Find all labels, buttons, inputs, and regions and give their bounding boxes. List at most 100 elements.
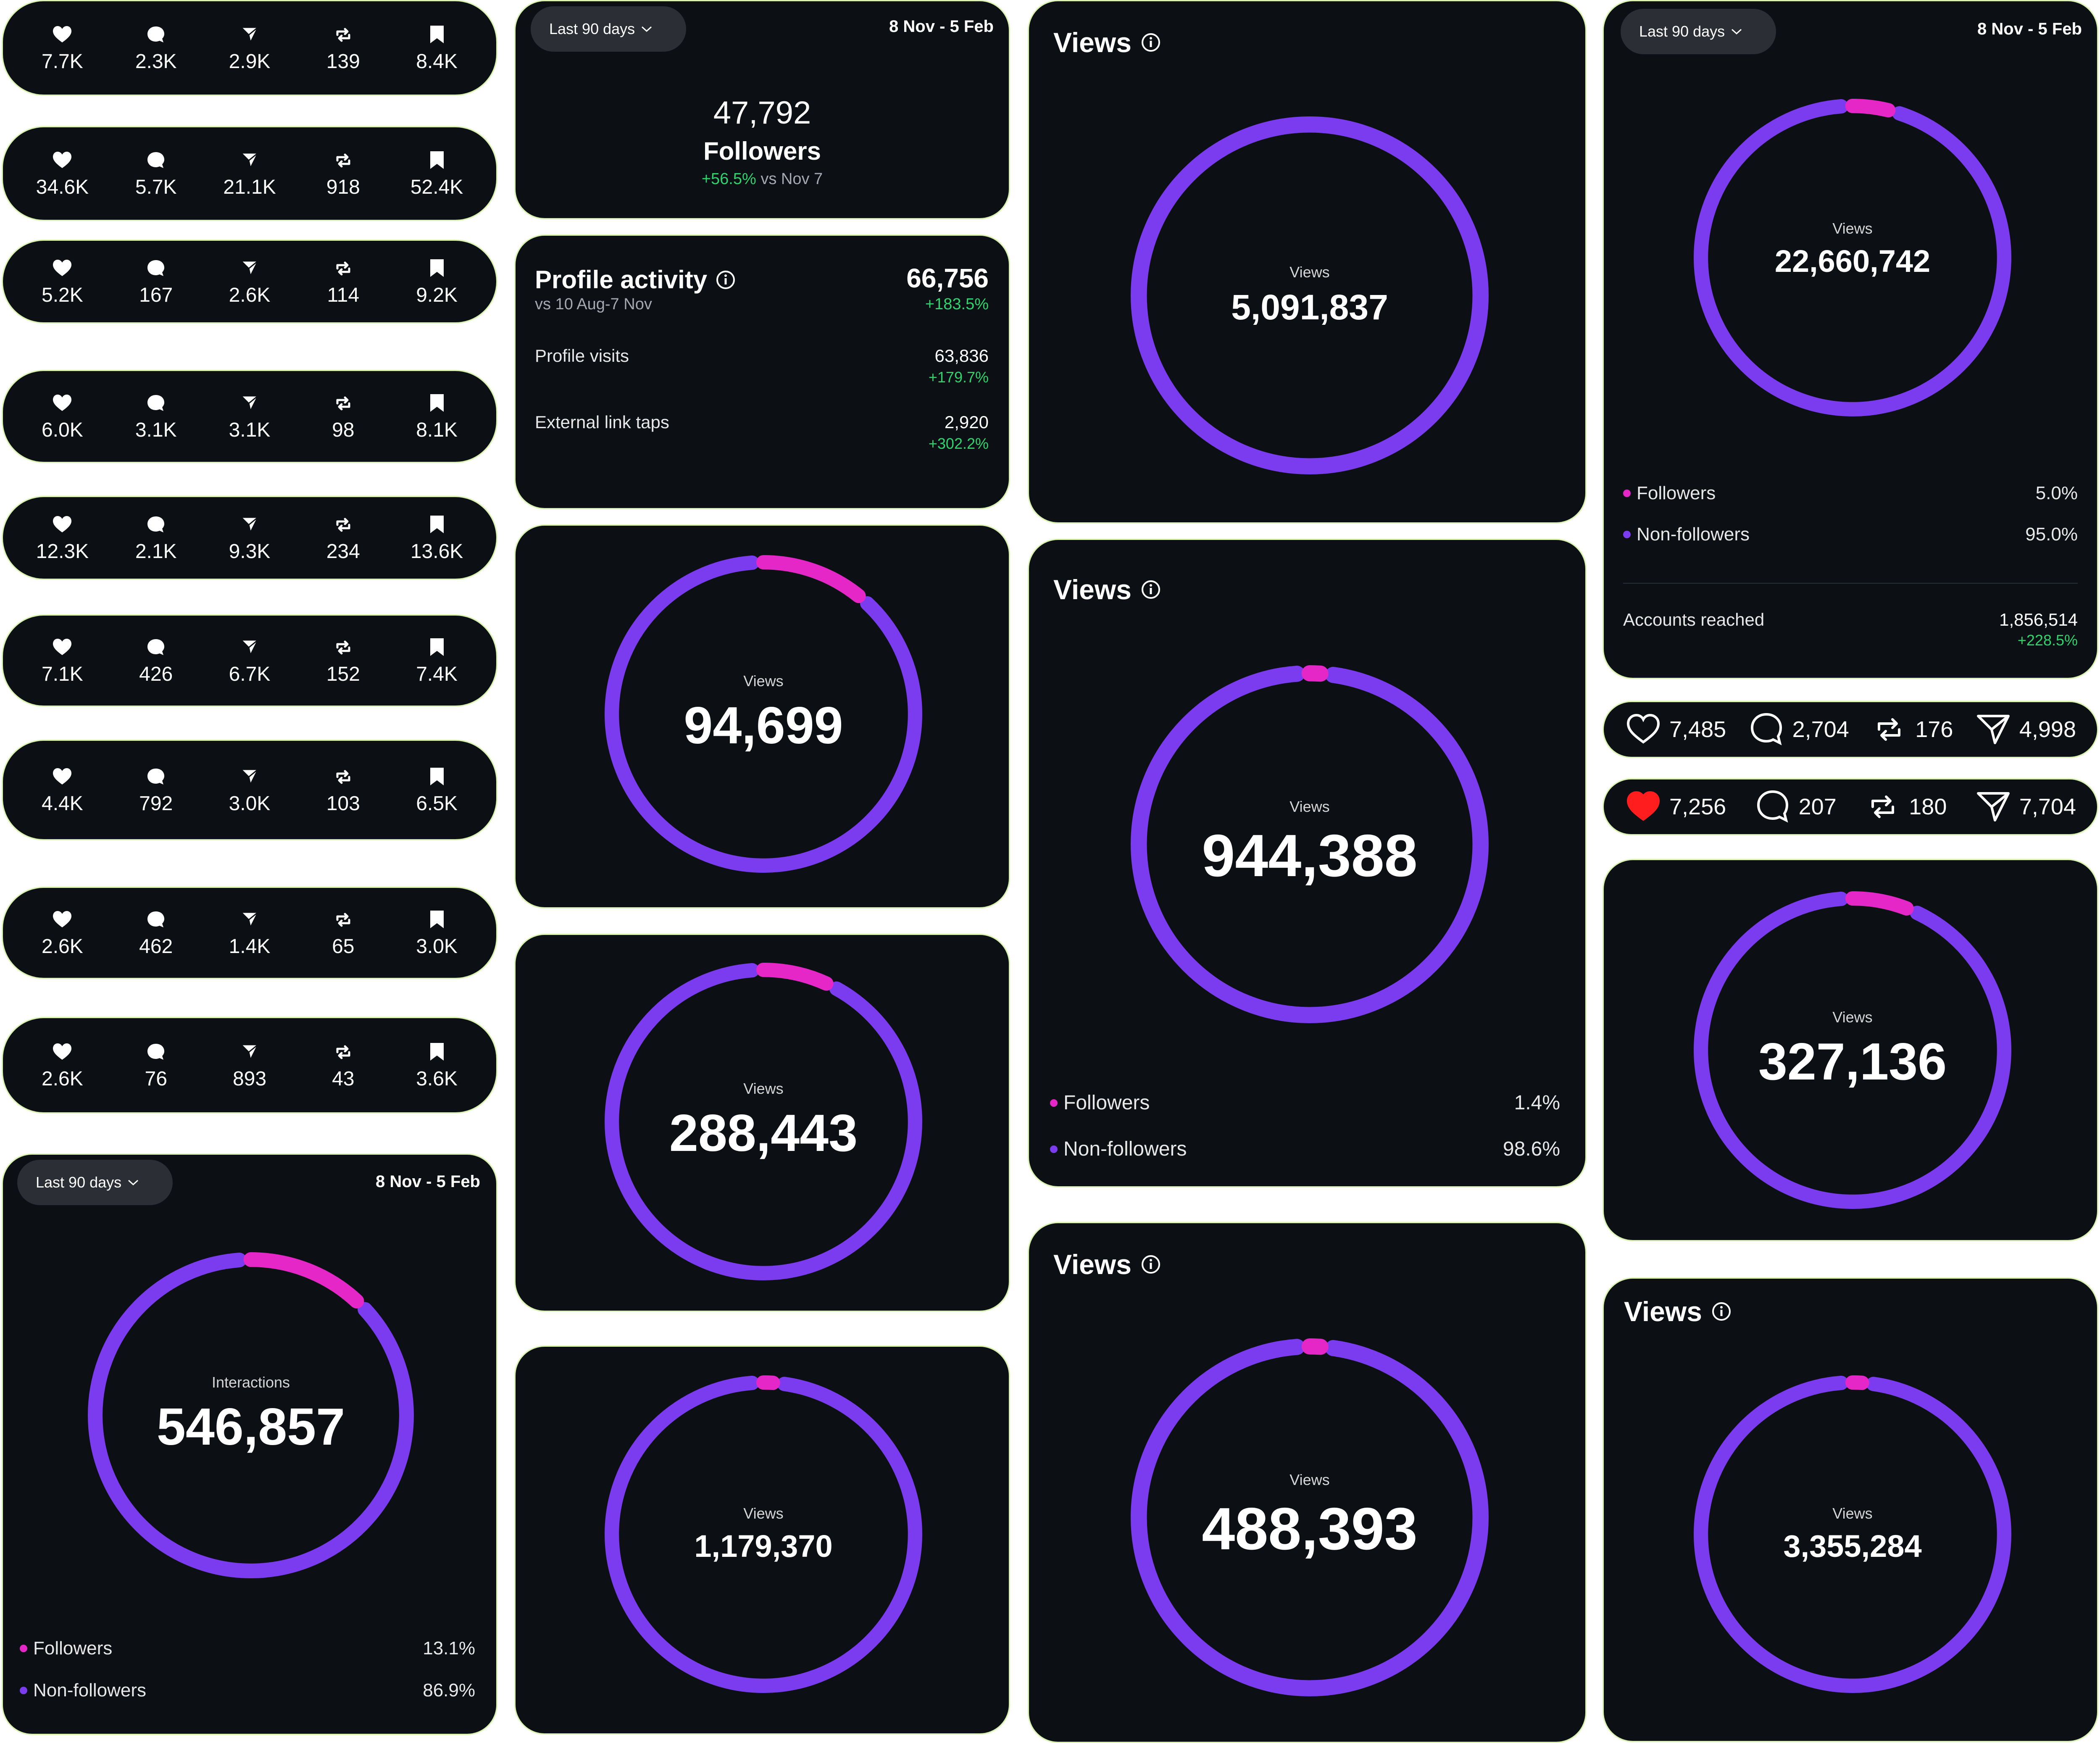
repost-icon <box>336 153 350 168</box>
legend-label: Non-followers <box>33 1680 146 1701</box>
stats-pill: 5.2K 167 2.6K 114 9.2K <box>2 240 497 324</box>
engagement-likes[interactable]: 7,485 <box>1625 711 1726 748</box>
profile-activity-title: Profile activity <box>535 265 736 294</box>
legend-non-followers: Non-followers 98.6% <box>1050 1137 1560 1161</box>
stat-value: 2.3K <box>135 50 177 73</box>
legend-value: 13.1% <box>423 1638 475 1659</box>
ring-label: Views <box>1289 263 1330 281</box>
stat-value: 5.7K <box>135 176 177 198</box>
ring-value: 22,660,742 <box>1774 244 1931 279</box>
accounts-reached-label: Accounts reached <box>1623 610 1765 629</box>
bookmark-icon <box>430 394 444 412</box>
engagement-likes[interactable]: 7,256 <box>1625 788 1726 825</box>
engagement-shares[interactable]: 7,704 <box>1975 788 2076 825</box>
stat-value: 7.4K <box>416 663 458 685</box>
views-ring: Views 944,388 <box>1130 664 1489 1024</box>
stat-value: 2.6K <box>42 1068 83 1090</box>
donut-chart <box>1131 1338 1489 1696</box>
followers-arc <box>605 555 922 873</box>
heart-icon <box>53 260 72 276</box>
stats-pill: 4.4K 792 3.0K 103 6.5K <box>2 740 497 840</box>
stat-comments: 2.3K <box>109 24 203 72</box>
views-ring-card: Views 327,136 <box>1603 859 2098 1241</box>
engagement-shares[interactable]: 4,998 <box>1975 711 2076 748</box>
bookmark-icon <box>430 1043 444 1061</box>
stat-comments: 2.1K <box>109 514 203 562</box>
date-range-button[interactable]: Last 90 days <box>531 6 686 52</box>
followers-arc <box>605 1375 922 1693</box>
non-followers-arc <box>1694 99 2011 416</box>
followers-dot <box>1050 1099 1058 1107</box>
stat-saves: 7.4K <box>390 637 484 685</box>
non-followers-dot <box>1050 1145 1058 1153</box>
engagement-value: 2,704 <box>1792 717 1849 742</box>
stat-reposts: 114 <box>296 258 390 305</box>
date-range-button[interactable]: Last 90 days <box>1621 9 1776 54</box>
stat-value: 918 <box>326 176 360 198</box>
followers-arc <box>605 963 922 1280</box>
profile-activity-subtitle: vs 10 Aug-7 Nov <box>535 295 652 313</box>
profile-activity-total: 66,756 <box>906 263 989 293</box>
stats-pill: 7.1K 426 6.7K 152 7.4K <box>2 614 497 707</box>
non-followers-arc <box>1694 891 2011 1209</box>
send-icon <box>240 516 259 533</box>
info-icon[interactable] <box>1141 579 1161 600</box>
engagement-comments[interactable]: 207 <box>1754 788 1837 825</box>
legend-value: 98.6% <box>1503 1138 1560 1160</box>
reach-card: Last 90 days 8 Nov - 5 Feb Views 22,660,… <box>1603 0 2098 679</box>
views-ring-card: Views 288,443 <box>514 934 1010 1312</box>
ring-value: 288,443 <box>669 1104 858 1162</box>
engagement-comments[interactable]: 2,704 <box>1748 711 1849 748</box>
stat-shares: 6.7K <box>203 637 297 685</box>
date-range-button[interactable]: Last 90 days <box>17 1160 173 1205</box>
followers-dot <box>1623 490 1631 497</box>
profile-activity-total-change: +183.5% <box>925 295 989 313</box>
heart-icon <box>1626 791 1660 821</box>
ring-label: Views <box>743 1080 784 1097</box>
send-icon <box>240 26 259 43</box>
info-icon[interactable] <box>716 270 736 290</box>
engagement-reposts[interactable]: 176 <box>1871 711 1953 748</box>
info-icon[interactable] <box>1711 1301 1732 1322</box>
stat-comments: 167 <box>109 258 203 305</box>
reach-ring: Views 22,660,742 <box>1693 98 2012 417</box>
send-icon <box>240 911 259 928</box>
views-title: Views <box>1624 1295 1732 1327</box>
views-ring: Views 1,179,370 <box>604 1374 923 1694</box>
info-icon[interactable] <box>1141 1254 1161 1274</box>
date-range-button-label: Last 90 days <box>36 1174 122 1191</box>
engagement-bar: 7,485 2,704 176 4,998 <box>1603 701 2098 758</box>
followers-change-value: +56.5% <box>701 170 756 188</box>
ring-label: Views <box>1289 1471 1330 1488</box>
followers-count: 47,792 <box>713 95 811 131</box>
stat-value: 3.1K <box>135 419 177 441</box>
stat-saves: 13.6K <box>390 514 484 562</box>
legend-value: 95.0% <box>2025 524 2078 545</box>
views-title: Views <box>1053 1248 1161 1280</box>
stat-value: 21.1K <box>223 176 276 198</box>
followers-card: Last 90 days 8 Nov - 5 Feb 47,792 Follow… <box>514 0 1010 219</box>
legend-followers: Followers 1.4% <box>1050 1091 1560 1114</box>
donut-chart <box>1694 99 2011 416</box>
legend-value: 1.4% <box>1514 1092 1560 1114</box>
repost-icon <box>1878 718 1901 741</box>
stats-pill: 2.6K 76 893 43 3.6K <box>2 1017 497 1114</box>
engagement-reposts[interactable]: 180 <box>1864 788 1947 825</box>
external-link-taps-label: External link taps <box>535 412 669 432</box>
stat-reposts: 139 <box>296 24 390 72</box>
comment-icon <box>147 152 165 168</box>
stat-value: 65 <box>332 935 355 958</box>
stat-value: 167 <box>139 284 173 306</box>
stat-value: 139 <box>326 50 360 73</box>
engagement-value: 7,256 <box>1669 794 1726 819</box>
donut-chart <box>605 1375 922 1693</box>
stats-pill: 6.0K 3.1K 3.1K 98 8.1K <box>2 370 497 463</box>
stat-value: 3.6K <box>416 1068 458 1090</box>
stat-value: 103 <box>326 793 360 815</box>
comment-icon <box>147 26 165 42</box>
external-link-taps-value: 2,920 <box>944 412 989 432</box>
legend-non-followers: Non-followers 95.0% <box>1623 524 2078 545</box>
info-icon[interactable] <box>1141 32 1161 53</box>
followers-dot <box>20 1645 27 1652</box>
date-range-label: 8 Nov - 5 Feb <box>889 17 994 36</box>
